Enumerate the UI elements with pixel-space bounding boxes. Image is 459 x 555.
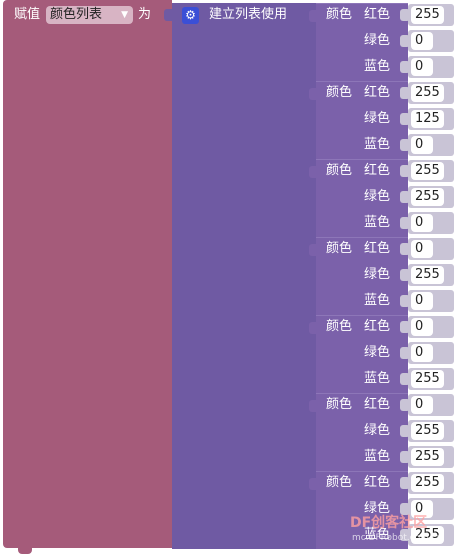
- color-label: 颜色: [326, 319, 353, 334]
- color-label: 颜色: [326, 7, 353, 22]
- color-label: 颜色: [326, 163, 353, 178]
- connector: [309, 400, 317, 412]
- color-block[interactable]: [316, 315, 408, 393]
- variable-name: 颜色列表: [50, 7, 103, 22]
- color-label: 颜色: [326, 397, 353, 412]
- assign-to: 为: [138, 7, 152, 22]
- slot-connector: [400, 477, 410, 489]
- number-value[interactable]: 0: [411, 58, 433, 76]
- connector: [164, 9, 173, 21]
- channel-label: 绿色: [363, 423, 390, 438]
- color-label: 颜色: [326, 475, 353, 490]
- number-value[interactable]: 0: [411, 292, 433, 310]
- channel-label: 红色: [363, 241, 390, 256]
- color-label: 颜色: [326, 85, 353, 100]
- dropdown-arrow: ▼: [121, 10, 128, 20]
- channel-label: 蓝色: [363, 371, 390, 386]
- channel-label: 绿色: [363, 33, 390, 48]
- channel-label: 蓝色: [363, 59, 390, 74]
- slot-connector: [400, 243, 410, 255]
- channel-label: 蓝色: [363, 137, 390, 152]
- slot-connector: [400, 217, 410, 229]
- make-list-label: 建立列表使用: [209, 7, 288, 22]
- block-notch: [18, 546, 32, 554]
- variable-dropdown[interactable]: 颜色列表 ▼: [46, 6, 133, 24]
- watermark-brand: DF创客社区: [350, 515, 428, 531]
- connector: [309, 478, 317, 490]
- channel-label: 红色: [363, 7, 390, 22]
- number-value[interactable]: 0: [411, 500, 433, 518]
- number-value[interactable]: 0: [411, 32, 433, 50]
- channel-label: 蓝色: [363, 449, 390, 464]
- number-value[interactable]: 255: [411, 188, 444, 206]
- make-list-block[interactable]: [172, 3, 316, 549]
- channel-label: 绿色: [363, 111, 390, 126]
- color-block[interactable]: [316, 159, 408, 237]
- slot-connector: [400, 451, 410, 463]
- number-value[interactable]: 255: [411, 422, 444, 440]
- number-value[interactable]: 125: [411, 110, 444, 128]
- color-label: 颜色: [326, 241, 353, 256]
- mutator-gear[interactable]: ⚙: [182, 7, 199, 24]
- assign-block[interactable]: [3, 0, 172, 548]
- channel-label: 红色: [363, 475, 390, 490]
- number-value[interactable]: 255: [411, 370, 444, 388]
- slot-connector: [400, 373, 410, 385]
- slot-connector: [400, 295, 410, 307]
- slot-connector: [400, 191, 410, 203]
- number-value[interactable]: 255: [411, 266, 444, 284]
- number-value[interactable]: 255: [411, 526, 444, 544]
- assign-label: 赋值: [14, 7, 41, 22]
- connector: [309, 166, 317, 178]
- channel-label: 红色: [363, 319, 390, 334]
- slot-connector: [400, 399, 410, 411]
- slot-connector: [400, 61, 410, 73]
- channel-label: 绿色: [363, 501, 390, 516]
- slot-connector: [400, 35, 410, 47]
- channel-label: 红色: [363, 163, 390, 178]
- slot-connector: [400, 347, 410, 359]
- slot-connector: [400, 321, 410, 333]
- watermark-url: mc.DFRobot.com.cn: [352, 533, 443, 543]
- number-value[interactable]: 255: [411, 448, 444, 466]
- number-value[interactable]: 255: [411, 474, 444, 492]
- channel-label: 蓝色: [363, 215, 390, 230]
- channel-label: 蓝色: [363, 293, 390, 308]
- channel-label: 红色: [363, 85, 390, 100]
- number-value[interactable]: 0: [411, 344, 433, 362]
- color-block[interactable]: [316, 3, 408, 81]
- slot-connector: [400, 165, 410, 177]
- color-block[interactable]: [316, 237, 408, 315]
- slot-connector: [400, 9, 410, 21]
- slot-connector: [400, 425, 410, 437]
- number-value[interactable]: 0: [411, 214, 433, 232]
- color-block[interactable]: [316, 471, 408, 549]
- channel-label: 绿色: [363, 345, 390, 360]
- slot-connector: [400, 87, 410, 99]
- slot-connector: [400, 139, 410, 151]
- connector: [309, 322, 317, 334]
- channel-label: 绿色: [363, 189, 390, 204]
- slot-connector: [400, 269, 410, 281]
- connector: [309, 10, 317, 22]
- color-block[interactable]: [316, 393, 408, 471]
- connector: [309, 244, 317, 256]
- number-value[interactable]: 255: [411, 6, 444, 24]
- slot-connector: [400, 113, 410, 125]
- number-value[interactable]: 0: [411, 396, 433, 414]
- number-value[interactable]: 0: [411, 136, 433, 154]
- number-value[interactable]: 255: [411, 84, 444, 102]
- color-block[interactable]: [316, 81, 408, 159]
- connector: [309, 88, 317, 100]
- number-value[interactable]: 255: [411, 162, 444, 180]
- number-value[interactable]: 0: [411, 318, 433, 336]
- slot-connector: [400, 503, 410, 515]
- channel-label: 红色: [363, 397, 390, 412]
- slot-connector: [400, 529, 410, 541]
- channel-label: 蓝色: [363, 527, 390, 542]
- channel-label: 绿色: [363, 267, 390, 282]
- number-value[interactable]: 0: [411, 240, 433, 258]
